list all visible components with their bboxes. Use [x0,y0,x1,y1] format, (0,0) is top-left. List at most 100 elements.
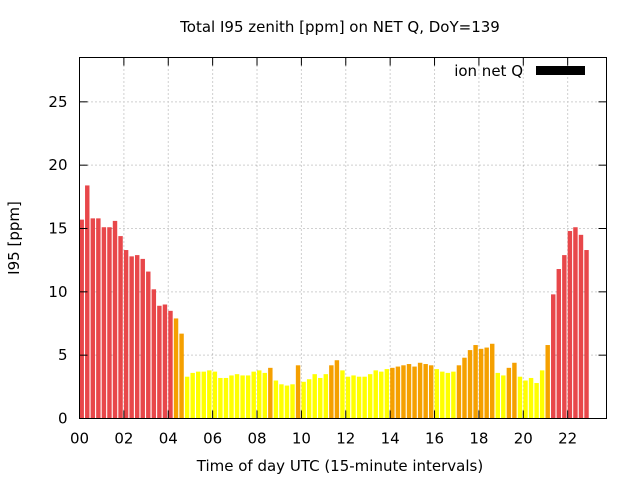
x-tick-label: 08 [247,430,266,448]
x-tick-label: 20 [514,430,533,448]
bar [85,185,90,419]
x-axis-label: Time of day UTC (15-minute intervals) [196,457,483,475]
bar [101,227,107,419]
bar [134,255,140,419]
bar [334,360,340,419]
bar [578,234,584,419]
bars-group [79,185,589,419]
bar [562,255,567,419]
bar [340,370,345,419]
bar [534,383,539,419]
bar [356,376,362,419]
bar [218,377,223,419]
y-tick-label: 10 [48,283,67,301]
bar [412,366,417,419]
bar [390,367,395,419]
bar [473,345,478,419]
bar [523,380,528,419]
chart-title: Total I95 zenith [ppm] on NET Q, DoY=139 [179,18,500,36]
bar [401,365,406,419]
bar [129,256,134,419]
bar [362,376,367,419]
bar [245,375,251,419]
x-tick-label: 22 [558,430,577,448]
x-tick-label: 06 [203,430,222,448]
bar [318,377,323,419]
bar [157,305,162,419]
bar [301,381,306,419]
bar [151,289,157,419]
bar [162,304,168,419]
bar [96,218,101,419]
bar [584,250,589,419]
bar [173,318,179,419]
bar [367,374,373,419]
bar [351,375,356,419]
bar [567,231,573,419]
bar [118,236,123,419]
y-axis-label: I95 [ppm] [5,201,23,275]
bar [295,365,301,419]
bar [146,271,151,419]
bar [440,371,445,419]
bar [379,371,384,419]
bar [251,371,256,419]
bar [140,258,145,419]
bar [306,379,312,419]
bar [201,371,206,419]
bar [467,350,473,419]
bar [451,371,456,419]
bar [395,366,401,419]
x-tick-label: 12 [336,430,355,448]
bar [462,357,467,419]
bar [112,220,118,419]
bar [423,364,428,419]
x-tick-label: 04 [159,430,178,448]
bar [207,370,212,419]
bar [434,369,439,419]
x-tick-label: 16 [425,430,444,448]
bar [345,376,351,419]
bar [323,374,329,419]
bar [279,384,284,419]
bar [212,371,218,419]
bar [556,269,562,419]
bar [573,227,578,419]
bar [428,365,434,419]
bar [240,375,245,419]
legend-label: ion net Q [454,62,523,80]
x-tick-label: 00 [70,430,89,448]
bar [478,348,484,419]
x-tick-label: 02 [114,430,133,448]
bar [445,372,451,419]
bar [273,380,279,419]
x-tick-label: 14 [381,430,400,448]
grid-lines [79,57,607,419]
bar [406,364,412,419]
bar [284,385,290,419]
bar [517,376,523,419]
plot-frame [79,57,607,419]
bar [373,370,378,419]
y-tick-label: 5 [58,346,68,364]
bar [184,376,190,419]
bar [490,343,495,419]
bar [551,294,556,419]
x-tick-label: 10 [292,430,311,448]
bar [506,367,512,419]
bar [107,227,112,419]
bar [539,370,545,419]
bar [179,333,184,419]
bar [190,372,195,419]
bar [234,374,240,419]
bar [456,365,462,419]
bar [79,219,84,419]
bar [195,371,201,419]
bar [495,372,500,419]
bar [268,367,273,419]
bar [312,374,317,419]
bar [512,362,517,419]
bar [417,362,423,419]
y-tick-label: 20 [48,156,67,174]
